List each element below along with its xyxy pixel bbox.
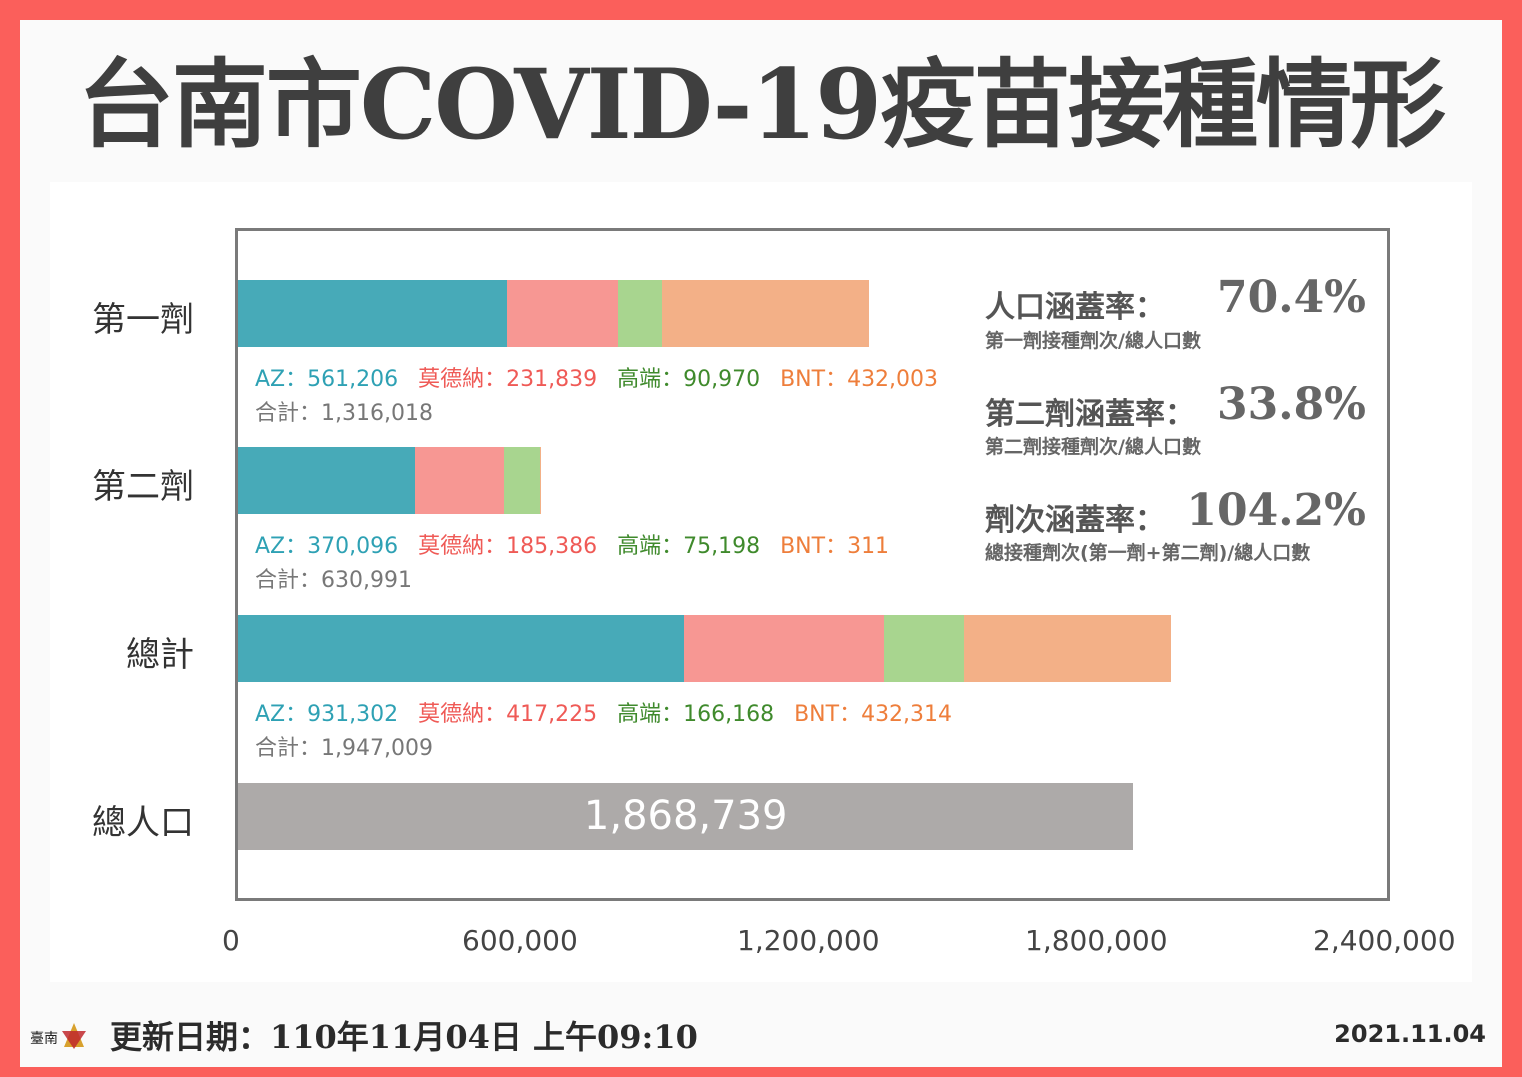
moderna-bar-segment <box>684 615 885 682</box>
bnt-bar-segment <box>661 280 869 347</box>
az-value-label: AZ：370,096 <box>255 534 399 559</box>
page-title: 台南市COVID-19疫苗接種情形 <box>77 48 1446 161</box>
coverage-subtitle: 第二劑接種劑次/總人口數 <box>985 436 1201 458</box>
dose2-total-label: 合計：630,991 <box>255 568 412 593</box>
dose1-total-label: 合計：1,316,018 <box>255 401 433 426</box>
svg-text:臺南: 臺南 <box>30 1031 58 1047</box>
coverage-value: 104.2% <box>1186 485 1366 536</box>
bnt-bar-segment <box>963 615 1171 682</box>
x-tick-label: 600,000 <box>462 924 578 957</box>
az-bar-segment <box>238 447 416 514</box>
coverage-title: 人口涵蓋率： <box>985 290 1165 325</box>
bnt-value-label: BNT：311 <box>780 534 890 559</box>
coverage-subtitle: 第一劑接種劑次/總人口數 <box>985 330 1201 352</box>
coverage-title: 第二劑涵蓋率： <box>985 397 1195 432</box>
moderna-value-label: 莫德納：231,839 <box>418 367 598 392</box>
overall-total-label: 合計：1,947,009 <box>255 736 433 761</box>
x-tick-label: 2,400,000 <box>1313 924 1456 957</box>
az-value-label: AZ：561,206 <box>255 367 399 392</box>
moderna-value-label: 莫德納：417,225 <box>418 702 598 727</box>
dose2-series-labels: AZ：370,096 莫德納：185,386 高端：75,198 BNT：311 <box>255 528 889 560</box>
moderna-bar-segment <box>415 447 505 514</box>
az-bar-segment <box>238 615 685 682</box>
dose1-series-labels: AZ：561,206 莫德納：231,839 高端：90,970 BNT：432… <box>255 361 938 393</box>
bnt-value-label: BNT：432,314 <box>794 702 953 727</box>
x-tick-label: 1,800,000 <box>1025 924 1168 957</box>
medigen-value-label: 高端：90,970 <box>617 367 761 392</box>
medigen-value-label: 高端：75,198 <box>617 534 761 559</box>
medigen-bar-segment <box>504 447 541 514</box>
update-date: 更新日期：110年11月04日 上午09:10 <box>110 1018 698 1056</box>
category-label: 第二劑 <box>92 467 194 507</box>
coverage-title: 劑次涵蓋率： <box>985 503 1165 538</box>
x-tick-label: 1,200,000 <box>737 924 880 957</box>
coverage-value: 33.8% <box>1217 379 1366 430</box>
bnt-bar-segment <box>540 447 542 514</box>
population-bar <box>238 783 1134 850</box>
coverage-value: 70.4% <box>1217 272 1366 323</box>
category-label: 總計 <box>126 635 194 675</box>
tainan-logo: 臺南 <box>30 1013 92 1053</box>
category-label: 總人口 <box>92 803 194 843</box>
medigen-value-label: 高端：166,168 <box>617 702 775 727</box>
az-bar-segment <box>238 280 507 347</box>
overall-series-labels: AZ：931,302 莫德納：417,225 高端：166,168 BNT：43… <box>255 696 952 728</box>
moderna-bar-segment <box>506 280 618 347</box>
bnt-value-label: BNT：432,003 <box>780 367 939 392</box>
az-value-label: AZ：931,302 <box>255 702 399 727</box>
category-label: 第一劑 <box>92 300 194 340</box>
moderna-value-label: 莫德納：185,386 <box>418 534 598 559</box>
medigen-bar-segment <box>884 615 964 682</box>
medigen-bar-segment <box>618 280 662 347</box>
coverage-subtitle: 總接種劑次(第一劑+第二劑)/總人口數 <box>985 542 1311 564</box>
date-stamp: 2021.11.04 <box>1334 1020 1486 1048</box>
x-tick-label: 0 <box>222 924 240 957</box>
population-value-label: 1,868,739 <box>583 793 788 839</box>
